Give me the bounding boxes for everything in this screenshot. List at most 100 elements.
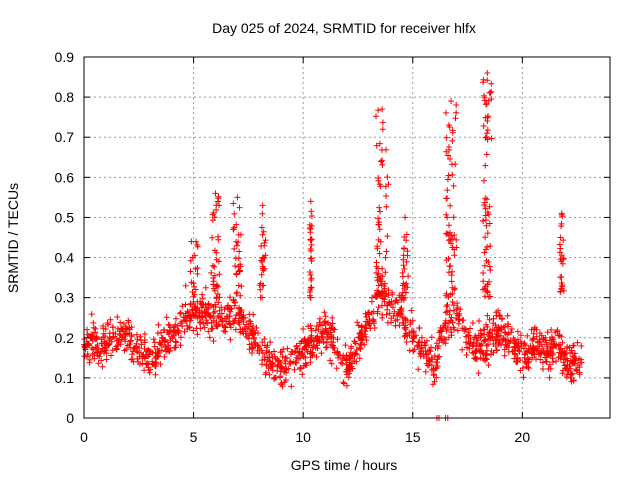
data-point xyxy=(538,349,545,356)
data-point xyxy=(121,347,128,354)
data-point xyxy=(373,113,379,120)
data-point xyxy=(513,355,520,362)
data-point xyxy=(496,313,503,320)
data-point xyxy=(234,242,240,249)
data-point xyxy=(375,221,382,228)
data-point xyxy=(574,339,581,346)
data-point xyxy=(477,334,484,341)
data-point xyxy=(231,245,238,252)
data-point xyxy=(191,303,198,310)
data-point xyxy=(269,367,276,374)
data-point xyxy=(343,361,350,368)
data-point xyxy=(153,353,160,360)
data-point xyxy=(404,248,411,255)
data-point xyxy=(327,357,334,364)
data-point xyxy=(91,350,98,357)
data-point xyxy=(307,322,314,329)
data-point xyxy=(258,271,265,278)
y-tick-label: 0.5 xyxy=(55,209,75,225)
data-point xyxy=(385,181,392,188)
data-point xyxy=(451,326,458,333)
data-point xyxy=(438,337,445,344)
data-point xyxy=(238,283,245,290)
data-point xyxy=(190,327,197,334)
data-point xyxy=(236,304,242,311)
data-point xyxy=(486,203,493,210)
data-point xyxy=(483,151,490,158)
data-point xyxy=(284,355,290,362)
data-point xyxy=(259,263,266,270)
data-point xyxy=(215,299,222,306)
data-point xyxy=(400,262,407,269)
data-point xyxy=(212,190,219,197)
data-point xyxy=(155,321,162,328)
data-point xyxy=(492,322,499,329)
data-point xyxy=(399,314,406,321)
data-point xyxy=(404,284,411,291)
data-point xyxy=(557,350,564,357)
data-point xyxy=(493,336,500,343)
data-point xyxy=(546,374,553,381)
data-point xyxy=(399,289,406,296)
data-point xyxy=(274,356,281,363)
data-point xyxy=(570,342,577,349)
data-point xyxy=(150,336,157,343)
data-point xyxy=(494,347,500,353)
data-point xyxy=(484,312,491,319)
data-point xyxy=(191,291,198,298)
data-point xyxy=(568,378,575,385)
data-point xyxy=(94,342,101,349)
data-point xyxy=(141,339,148,346)
data-point xyxy=(379,106,386,113)
data-point xyxy=(138,337,144,344)
data-point xyxy=(300,326,307,332)
data-point xyxy=(451,232,458,239)
data-point xyxy=(424,348,431,355)
data-point xyxy=(300,353,307,360)
data-point xyxy=(210,338,217,344)
data-point xyxy=(294,345,301,352)
data-point xyxy=(430,365,437,372)
data-point xyxy=(207,313,213,320)
data-point xyxy=(448,98,455,105)
data-point xyxy=(490,349,497,356)
data-point xyxy=(442,320,449,327)
data-point xyxy=(196,319,203,326)
data-point xyxy=(480,278,487,285)
data-point xyxy=(259,350,266,357)
data-point xyxy=(560,367,567,374)
data-point xyxy=(433,374,440,381)
data-point xyxy=(547,346,554,352)
data-point xyxy=(431,378,438,385)
data-point xyxy=(378,158,384,165)
x-tick-label: 0 xyxy=(80,429,88,445)
data-point xyxy=(201,324,208,331)
data-point xyxy=(389,304,396,311)
data-point xyxy=(454,300,461,307)
data-point xyxy=(449,298,456,305)
data-point xyxy=(370,308,377,315)
data-point xyxy=(482,234,489,241)
data-point xyxy=(443,230,450,237)
data-point xyxy=(401,325,408,331)
data-point xyxy=(221,306,228,313)
data-point xyxy=(197,300,204,307)
data-point xyxy=(221,315,228,322)
data-point xyxy=(98,357,105,364)
data-point xyxy=(496,341,502,348)
data-point xyxy=(445,122,452,129)
data-point xyxy=(245,332,252,339)
data-point xyxy=(198,304,205,311)
data-point xyxy=(264,357,271,364)
data-point xyxy=(420,353,427,360)
data-point xyxy=(504,312,511,319)
data-point xyxy=(558,353,565,360)
data-point xyxy=(114,314,121,320)
data-point xyxy=(406,347,413,354)
data-point xyxy=(492,343,499,349)
data-point xyxy=(220,328,227,334)
data-point xyxy=(385,292,392,299)
data-point xyxy=(306,225,313,231)
x-tick-label: 15 xyxy=(405,429,421,445)
data-point xyxy=(403,231,410,238)
